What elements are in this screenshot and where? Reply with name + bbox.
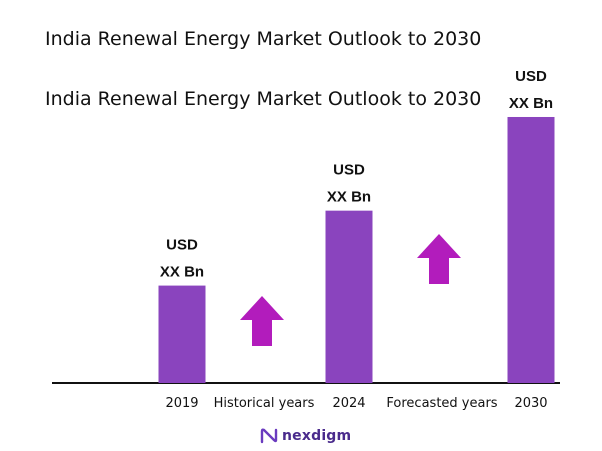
data-label-2024-0: USD [333,162,365,179]
annotation-0: Historical years [214,396,315,411]
data-label-2030-0: USD [515,68,547,85]
nexdigm-logo: nexdigm [259,426,351,446]
x-tick-2024: 2024 [332,396,365,411]
bar-2024 [325,210,373,383]
nexdigm-logo-icon [260,428,278,444]
chart-subtitle: India Renewal Energy Market Outlook to 2… [45,88,482,110]
up-arrow-icon [417,234,461,284]
data-label-2024-1: XX Bn [327,189,371,206]
data-label-2019-0: USD [166,237,198,254]
x-tick-2030: 2030 [514,396,547,411]
bar-2030 [507,116,555,383]
data-label-2019-1: XX Bn [160,264,204,281]
x-tick-2019: 2019 [165,396,198,411]
chart-title: India Renewal Energy Market Outlook to 2… [45,28,482,50]
annotation-1: Forecasted years [386,396,497,411]
bar-2019 [158,285,206,383]
data-label-2030-1: XX Bn [509,95,553,112]
logo-text: nexdigm [282,428,352,444]
up-arrow-icon [240,296,284,346]
